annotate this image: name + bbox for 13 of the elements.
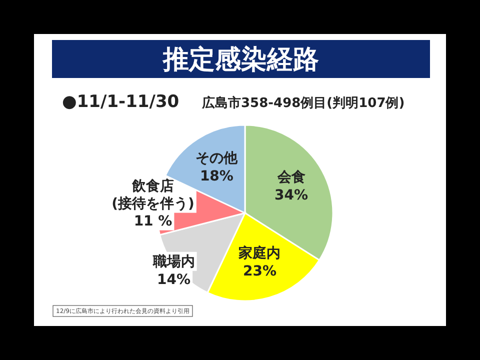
chart-subtitle: ●11/1-11/30 [62, 92, 180, 112]
text: 広島市358-498例目(判明107例) [201, 95, 405, 111]
data-label: 34% [274, 188, 308, 204]
chart-title: 推定感染経路 [162, 45, 319, 75]
slice-label: 家庭内 [238, 244, 281, 262]
data-label: 11 % [134, 213, 172, 230]
slice-label: 飲食店 (接待を伴う) [112, 177, 194, 212]
slice-label: 職場内 [152, 252, 195, 270]
data-label: 18% [200, 168, 234, 184]
data-label: 23% [242, 264, 276, 280]
slice-label: 会食 [276, 170, 306, 186]
slice-label: その他 [196, 150, 239, 166]
data-label: 14% [157, 272, 191, 288]
